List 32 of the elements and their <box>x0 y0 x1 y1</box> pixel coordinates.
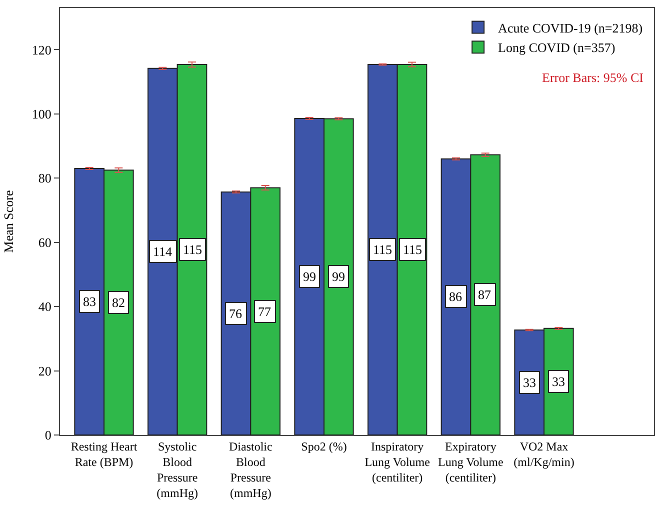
data-label: 77 <box>258 304 272 319</box>
data-label: 82 <box>112 295 125 310</box>
data-label: 33 <box>552 374 565 389</box>
y-tick-label: 120 <box>32 42 52 58</box>
y-tick-label: 40 <box>38 299 52 314</box>
data-label: 76 <box>229 306 242 321</box>
x-tick-label: Diastolic Blood Pressure (mmHg) <box>229 439 272 500</box>
y-tick-label: 60 <box>38 234 52 250</box>
x-tick-label: Expiratory Lung Volume (centiliter) <box>438 439 504 485</box>
data-label: 83 <box>83 294 96 309</box>
legend-label: Long COVID (n=357) <box>498 40 616 56</box>
data-label: 86 <box>449 289 462 304</box>
x-tick-label: Systolic Blood Pressure (mmHg) <box>156 439 198 500</box>
y-tick-label: 0 <box>44 428 52 443</box>
x-tick-label: Spo2 (%) <box>301 439 347 454</box>
x-tick-label: Resting Heart Rate (BPM) <box>70 439 138 469</box>
data-label: 87 <box>478 287 492 302</box>
y-tick-label: 100 <box>32 106 52 122</box>
y-tick-label: 20 <box>38 363 52 378</box>
data-label: 115 <box>373 242 392 257</box>
data-label: 115 <box>183 242 202 257</box>
data-label: 114 <box>153 244 173 259</box>
x-tick-label: VO2 Max (ml/Kg/min) <box>514 439 574 469</box>
data-label: 33 <box>523 375 536 390</box>
data-label: 115 <box>403 242 422 257</box>
annotation: Error Bars: 95% CI <box>542 70 644 85</box>
y-tick-label: 80 <box>38 170 52 186</box>
data-label: 99 <box>332 269 345 284</box>
data-label: 99 <box>303 269 316 284</box>
x-tick-label: Inspiratory Lung Volume (centiliter) <box>364 439 430 485</box>
legend-label: Acute COVID-19 (n=2198) <box>498 20 643 36</box>
y-axis-title: Mean Score <box>0 190 16 253</box>
